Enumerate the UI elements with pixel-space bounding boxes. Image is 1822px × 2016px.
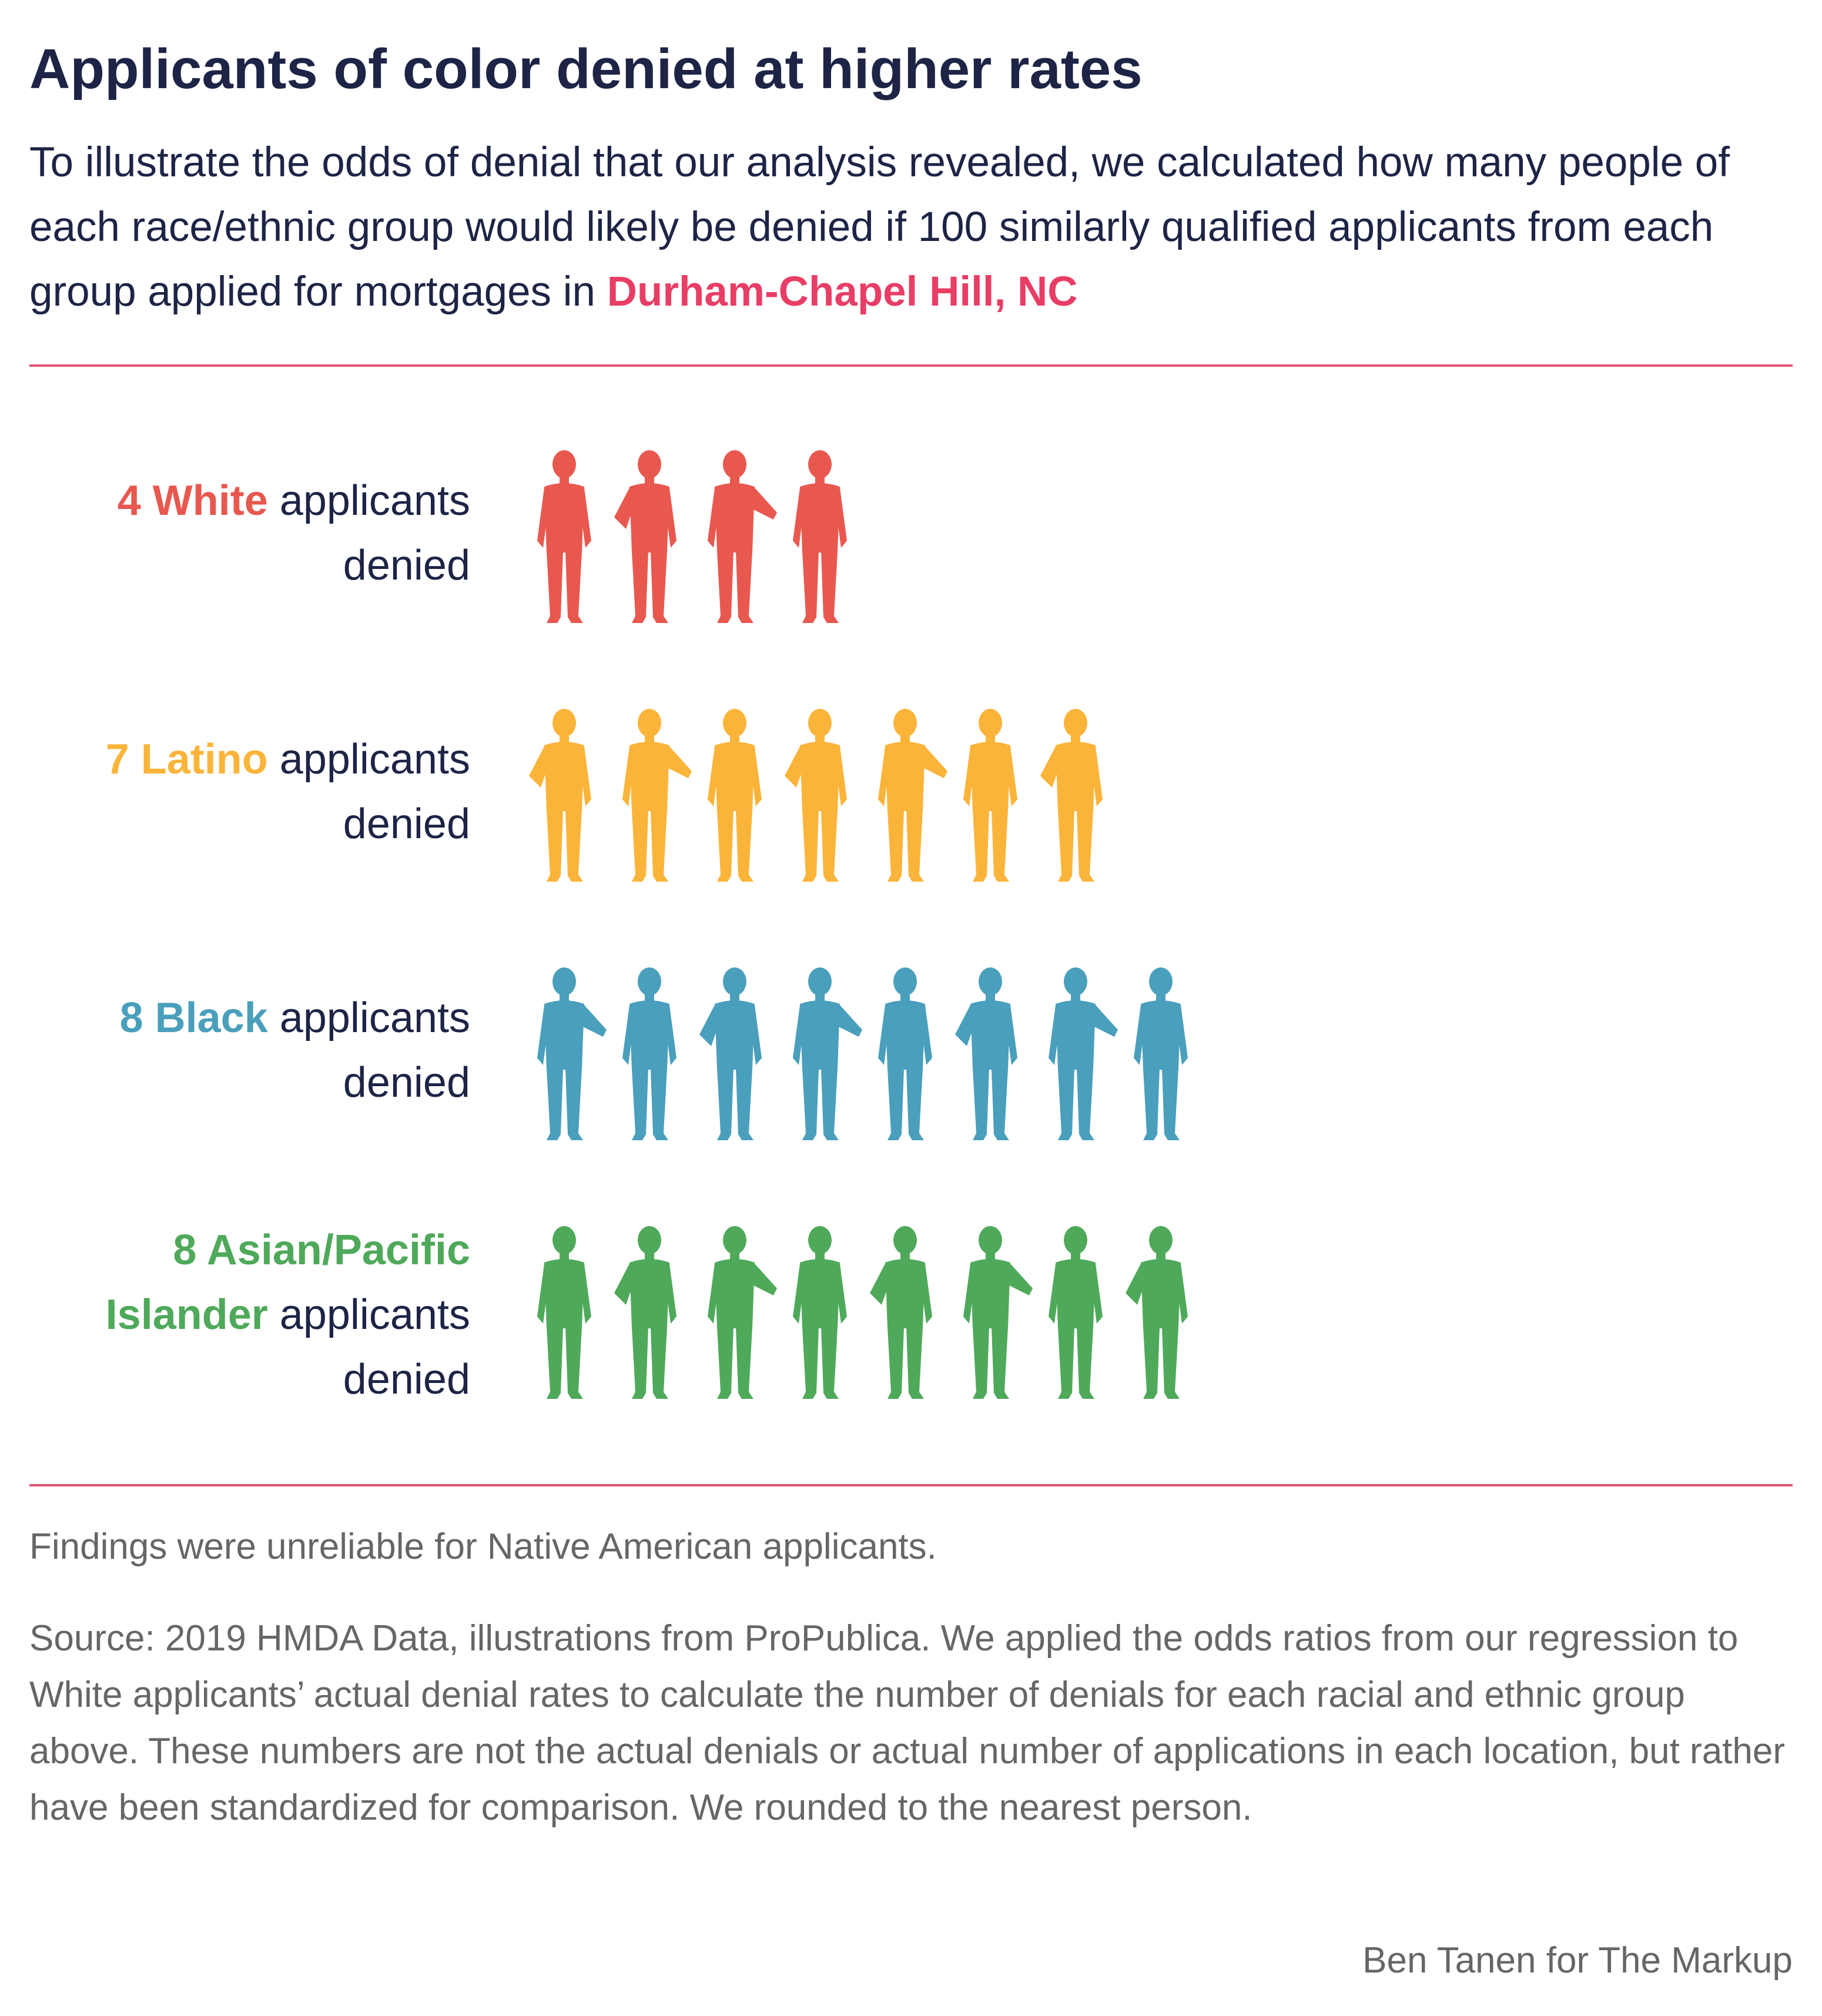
person-icon <box>614 450 676 623</box>
person-icon <box>1049 967 1118 1140</box>
row-label-black: 8 Black applicants denied <box>24 986 470 1115</box>
person-icon <box>878 967 932 1140</box>
suffix-latino: applicants <box>279 736 470 783</box>
person-icon <box>1126 1226 1188 1399</box>
person-icon <box>1134 967 1188 1140</box>
person-icon <box>614 1226 676 1399</box>
count-white: 4 <box>117 477 141 524</box>
count-black: 8 <box>119 994 143 1042</box>
person-icon <box>622 709 692 882</box>
person-icon <box>963 1226 1033 1399</box>
subtitle-text: To illustrate the odds of denial that ou… <box>29 139 1730 315</box>
suffix-asian: applicants <box>279 1291 470 1338</box>
suffix2-white: denied <box>343 542 470 589</box>
pictogram-row-white <box>537 450 847 623</box>
person-icon <box>699 967 762 1140</box>
person-icon <box>708 1226 777 1399</box>
person-icon <box>537 967 607 1140</box>
row-label-latino: 7 Latino applicants denied <box>24 727 470 856</box>
chart-subtitle: To illustrate the odds of denial that ou… <box>29 130 1798 324</box>
person-icon <box>870 1226 932 1399</box>
suffix-white: applicants <box>279 477 470 524</box>
person-icon <box>537 450 591 623</box>
count-latino: 7 <box>105 736 129 783</box>
group-asian-1: Asian/Pacific <box>206 1227 470 1274</box>
person-icon <box>529 709 591 882</box>
person-icon <box>1040 709 1103 882</box>
top-divider <box>29 364 1793 367</box>
count-asian: 8 <box>173 1227 197 1274</box>
pictogram-row-asian <box>537 1226 1188 1399</box>
person-icon <box>878 709 947 882</box>
credit: Ben Tanen for The Markup <box>1362 1940 1793 1981</box>
person-icon <box>785 709 847 882</box>
person-icon <box>708 709 762 882</box>
row-label-white: 4 White applicants denied <box>24 468 470 598</box>
suffix2-latino: denied <box>343 801 470 848</box>
person-icon <box>963 709 1017 882</box>
bottom-divider <box>29 1484 1793 1486</box>
pictogram-row-latino <box>529 709 1103 882</box>
suffix2-asian: denied <box>343 1356 470 1403</box>
group-black: Black <box>155 994 268 1042</box>
person-icon <box>537 1226 591 1399</box>
group-white: White <box>152 477 268 524</box>
suffix2-black: denied <box>343 1059 470 1106</box>
source-note: Source: 2019 HMDA Data, illustrations fr… <box>29 1618 1786 1828</box>
row-label-asian: 8 Asian/Pacific Islander applicants deni… <box>24 1218 470 1412</box>
group-asian-2: Islander <box>105 1291 268 1338</box>
person-icon <box>793 967 862 1140</box>
person-icon <box>955 967 1017 1140</box>
person-icon <box>1049 1226 1103 1399</box>
suffix-black: applicants <box>279 994 470 1042</box>
person-icon <box>708 450 777 623</box>
person-icon <box>622 967 676 1140</box>
person-icon <box>793 450 847 623</box>
chart-title: Applicants of color denied at higher rat… <box>29 38 1143 101</box>
pictogram-row-black <box>537 967 1188 1140</box>
group-latino: Latino <box>140 736 268 783</box>
person-icon <box>793 1226 847 1399</box>
subtitle-location: Durham-Chapel Hill, NC <box>607 269 1078 315</box>
footnote: Findings were unreliable for Native Amer… <box>29 1526 937 1567</box>
